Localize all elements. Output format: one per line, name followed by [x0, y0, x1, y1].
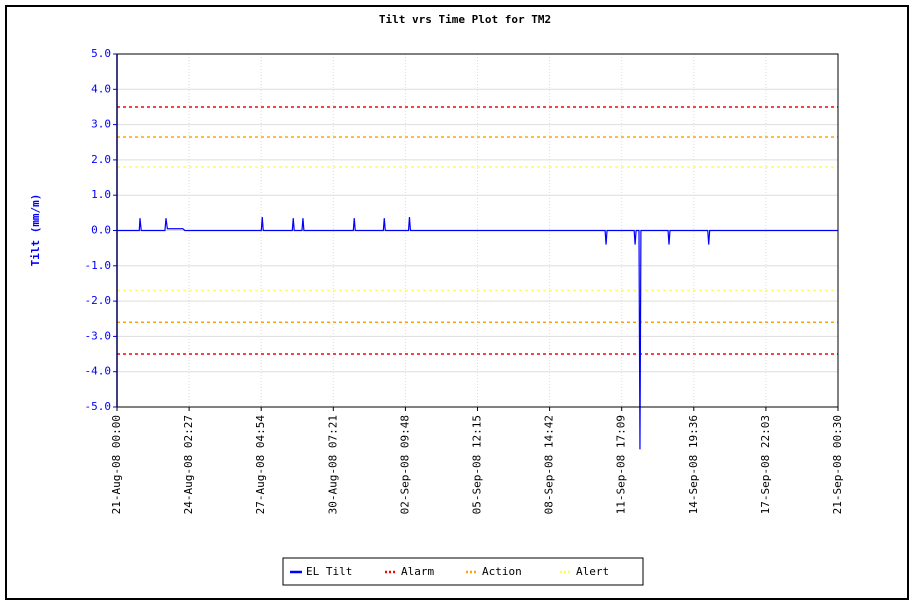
- x-tick-label: 17-Sep-08 22:03: [759, 415, 772, 514]
- x-tick-label: 14-Sep-08 19:36: [687, 415, 700, 514]
- y-tick-label: -4.0: [85, 365, 112, 378]
- legend-box: [282, 557, 644, 586]
- y-tick-label: 4.0: [91, 82, 111, 95]
- x-tick-label: 05-Sep-08 12:15: [471, 415, 484, 514]
- y-tick-label: 2.0: [91, 153, 111, 166]
- x-tick-label: 27-Aug-08 04:54: [254, 415, 267, 515]
- legend-label: Alert: [576, 565, 609, 578]
- x-tick-label: 08-Sep-08 14:42: [543, 415, 556, 514]
- x-tick-label: 30-Aug-08 07:21: [326, 415, 339, 514]
- legend-label: Action: [482, 565, 522, 578]
- x-tick-label: 21-Sep-08 00:30: [831, 415, 844, 514]
- x-tick-label: 21-Aug-08 00:00: [110, 415, 123, 514]
- plot-border: [116, 53, 839, 408]
- y-tick-label: 3.0: [91, 118, 111, 131]
- y-tick-label: -3.0: [85, 329, 112, 342]
- y-axis-label: Tilt (mm/m): [29, 194, 42, 267]
- y-tick-label: -2.0: [85, 294, 112, 307]
- x-tick-label: 11-Sep-08 17:09: [615, 415, 628, 514]
- x-tick-label: 02-Sep-08 09:48: [398, 415, 411, 514]
- y-tick-label: 0.0: [91, 224, 111, 237]
- legend-label: Alarm: [401, 565, 434, 578]
- y-tick-label: 1.0: [91, 188, 111, 201]
- legend-label: EL Tilt: [306, 565, 352, 578]
- y-tick-label: -1.0: [85, 259, 112, 272]
- data-line: [117, 217, 838, 450]
- y-tick-label: 5.0: [91, 47, 111, 60]
- x-tick-label: 24-Aug-08 02:27: [182, 415, 195, 514]
- y-tick-label: -5.0: [85, 400, 112, 413]
- chart-title: Tilt vrs Time Plot for TM2: [379, 13, 551, 26]
